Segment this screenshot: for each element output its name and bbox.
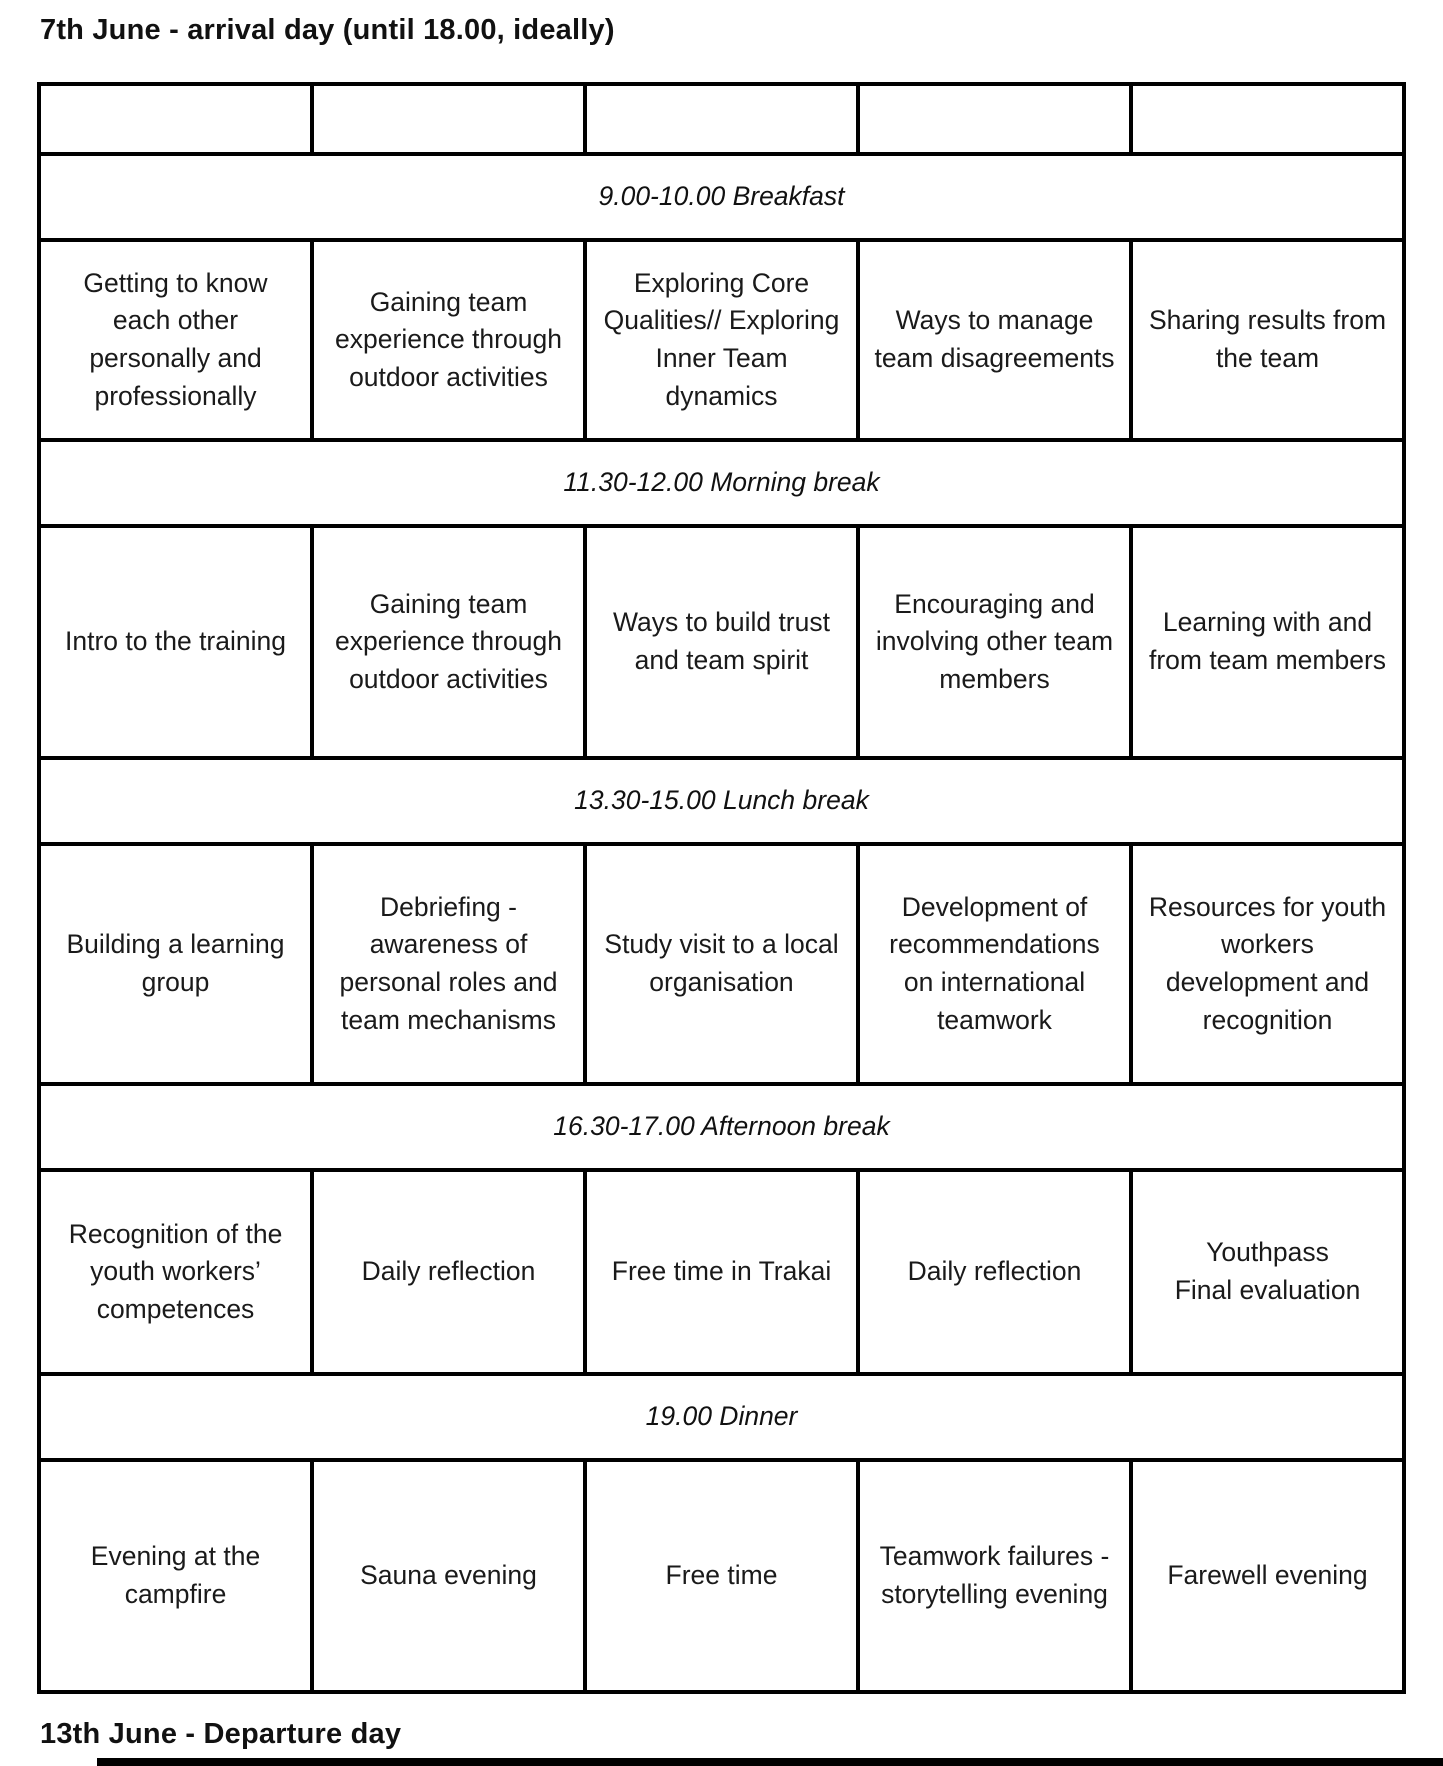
- schedule-cell: Youthpass Final evaluation: [1129, 1168, 1406, 1376]
- schedule-table: 08.06 09.06 10.06 11.06 12.06 9.00-10.00…: [37, 82, 1406, 1694]
- date-header-1206: 12.06: [1129, 82, 1406, 156]
- break-label-lunch: 13.30-15.00 Lunch break: [37, 756, 1406, 846]
- schedule-cell: Study visit to a local organisation: [583, 842, 860, 1086]
- schedule-cell: Debriefing - awareness of personal roles…: [310, 842, 587, 1086]
- schedule-cell: Resources for youth workers development …: [1129, 842, 1406, 1086]
- schedule-cell: Teamwork failures - storytelling evening: [856, 1458, 1133, 1694]
- date-header-1006: 10.06: [583, 82, 860, 156]
- schedule-cell: Sauna evening: [310, 1458, 587, 1694]
- schedule-cell: Ways to build trust and team spirit: [583, 524, 860, 760]
- schedule-cell: Exploring Core Qualities// Exploring Inn…: [583, 238, 860, 442]
- schedule-cell: Free time in Trakai: [583, 1168, 860, 1376]
- schedule-cell: Learning with and from team members: [1129, 524, 1406, 760]
- break-row-dinner: 19.00 Dinner: [37, 1372, 1406, 1462]
- break-row-morning: 11.30-12.00 Morning break: [37, 438, 1406, 528]
- schedule-cell: Encouraging and involving other team mem…: [856, 524, 1133, 760]
- schedule-cell: Gaining team experience through outdoor …: [310, 524, 587, 760]
- date-header-1106: 11.06: [856, 82, 1133, 156]
- schedule-cell: Sharing results from the team: [1129, 238, 1406, 442]
- session-row-3: Building a learning group Debriefing - a…: [37, 842, 1406, 1086]
- schedule-cell: Recognition of the youth workers’ compet…: [37, 1168, 314, 1376]
- date-header-0906: 09.06: [310, 82, 587, 156]
- schedule-cell: Farewell evening: [1129, 1458, 1406, 1694]
- schedule-cell: Gaining team experience through outdoor …: [310, 238, 587, 442]
- page-bottom-divider: [97, 1758, 1443, 1766]
- break-label-breakfast: 9.00-10.00 Breakfast: [37, 152, 1406, 242]
- schedule-cell: Intro to the training: [37, 524, 314, 760]
- departure-day-title: 13th June - Departure day: [40, 1718, 402, 1750]
- session-row-5: Evening at the campfire Sauna evening Fr…: [37, 1458, 1406, 1694]
- schedule-cell: Daily reflection: [310, 1168, 587, 1376]
- date-header-row: 08.06 09.06 10.06 11.06 12.06: [37, 82, 1406, 156]
- break-label-dinner: 19.00 Dinner: [37, 1372, 1406, 1462]
- session-row-2: Intro to the training Gaining team exper…: [37, 524, 1406, 760]
- schedule-cell: Building a learning group: [37, 842, 314, 1086]
- arrival-day-title: 7th June - arrival day (until 18.00, ide…: [40, 14, 615, 46]
- session-row-4: Recognition of the youth workers’ compet…: [37, 1168, 1406, 1376]
- break-label-afternoon: 16.30-17.00 Afternoon break: [37, 1082, 1406, 1172]
- break-row-lunch: 13.30-15.00 Lunch break: [37, 756, 1406, 846]
- break-label-morning: 11.30-12.00 Morning break: [37, 438, 1406, 528]
- break-row-afternoon: 16.30-17.00 Afternoon break: [37, 1082, 1406, 1172]
- break-row-breakfast: 9.00-10.00 Breakfast: [37, 152, 1406, 242]
- schedule-cell: Evening at the campfire: [37, 1458, 314, 1694]
- session-row-1: Getting to know each other personally an…: [37, 238, 1406, 442]
- schedule-cell: Ways to manage team disagreements: [856, 238, 1133, 442]
- schedule-cell: Development of recommendations on intern…: [856, 842, 1133, 1086]
- date-header-0806: 08.06: [37, 82, 314, 156]
- schedule-cell: Daily reflection: [856, 1168, 1133, 1376]
- schedule-cell: Free time: [583, 1458, 860, 1694]
- schedule-cell: Getting to know each other personally an…: [37, 238, 314, 442]
